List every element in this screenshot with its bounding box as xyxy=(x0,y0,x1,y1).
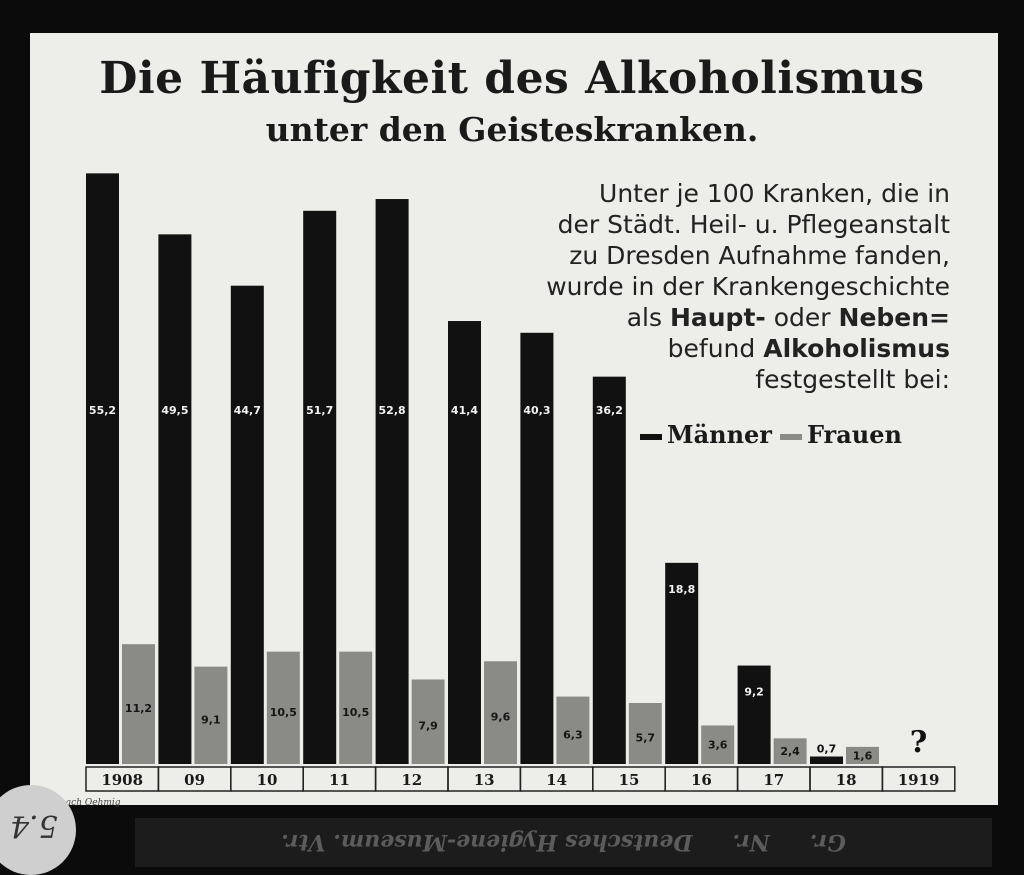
description-line-1: Unter je 100 Kranken, die in xyxy=(599,179,950,208)
bar-men xyxy=(520,332,554,764)
handwritten-note: 5.4 xyxy=(10,808,58,843)
value-label-men: 41,4 xyxy=(451,404,478,417)
description-emphasis: Haupt- xyxy=(669,303,766,332)
value-label-men: 55,2 xyxy=(89,404,116,417)
description-text: oder xyxy=(765,303,839,332)
value-label-men: 44,7 xyxy=(234,404,261,417)
bar-women xyxy=(266,651,300,764)
x-tick-label: 1919 xyxy=(898,771,940,789)
museum-label-strip: Gr. Nr. Deutsches Hygiene-Museum. Vtr. xyxy=(135,818,992,867)
bar-men xyxy=(737,665,771,764)
value-label-women: 10,5 xyxy=(270,706,297,719)
x-tick-label: 11 xyxy=(329,771,350,789)
x-tick-label: 09 xyxy=(184,771,205,789)
description-emphasis: Alkoholismus xyxy=(763,334,950,363)
x-tick-label: 15 xyxy=(619,771,640,789)
bar-women xyxy=(339,651,373,764)
bar-men xyxy=(810,756,843,764)
x-tick-label: 10 xyxy=(257,771,278,789)
value-label-women: 5,7 xyxy=(636,732,656,745)
bar-men xyxy=(303,210,337,764)
x-tick-label: 13 xyxy=(474,771,495,789)
value-label-men: 40,3 xyxy=(523,404,550,417)
source-note: nach Oehmig xyxy=(60,798,121,808)
description-text: befund xyxy=(667,334,764,363)
legend-label-women: Frauen xyxy=(806,420,902,449)
bar-women xyxy=(556,696,590,764)
value-label-men: 0,7 xyxy=(817,743,837,756)
museum-label-name: Deutsches Hygiene-Museum. Vtr. xyxy=(281,829,693,856)
description-text: als xyxy=(626,303,670,332)
x-tick-label: 16 xyxy=(691,771,712,789)
bar-men xyxy=(592,376,626,764)
value-label-men: 9,2 xyxy=(744,686,764,699)
value-label-men: 49,5 xyxy=(161,404,188,417)
x-tick-box xyxy=(881,766,956,792)
bar-men xyxy=(86,173,119,765)
description-line-2: der Städt. Heil- u. Pflegeanstalt xyxy=(557,210,950,239)
value-label-women: 9,1 xyxy=(201,713,221,726)
chart-description: Unter je 100 Kranken, die in der Städt. … xyxy=(430,178,950,395)
x-tick-label: 18 xyxy=(836,771,857,789)
bar-women xyxy=(194,666,228,764)
value-label-men: 52,8 xyxy=(379,404,406,417)
bar-men xyxy=(375,199,409,765)
value-label-women: 11,2 xyxy=(125,702,152,715)
unknown-value-marker: ? xyxy=(910,725,928,760)
bar-women xyxy=(846,746,879,764)
bar-men xyxy=(448,321,481,764)
value-label-men: 51,7 xyxy=(306,404,333,417)
chart-legend: Männer Frauen xyxy=(640,420,902,449)
value-label-women: 7,9 xyxy=(418,720,438,733)
chart-subtitle: unter den Geisteskranken. xyxy=(265,110,759,149)
museum-label-prefix: Gr. xyxy=(809,829,846,856)
value-label-women: 10,5 xyxy=(342,706,369,719)
legend-label-men: Männer xyxy=(667,420,772,449)
value-label-women: 9,6 xyxy=(491,711,511,724)
x-tick-label: 12 xyxy=(401,771,422,789)
bar-women xyxy=(122,644,155,764)
description-line-6: befund Alkoholismus xyxy=(430,333,950,364)
bar-men xyxy=(665,562,699,764)
bar-women xyxy=(628,703,662,764)
description-line-5: als Haupt- oder Neben= xyxy=(430,302,950,333)
value-label-men: 36,2 xyxy=(596,404,623,417)
bar-women xyxy=(411,679,445,764)
value-label-women: 2,4 xyxy=(780,745,800,758)
description-line-4: wurde in der Krankengeschichte xyxy=(546,272,950,301)
value-label-men: 18,8 xyxy=(668,583,695,596)
description-line-7: festgestellt bei: xyxy=(755,365,950,394)
x-tick-label: 17 xyxy=(763,771,784,789)
x-tick-label: 14 xyxy=(546,771,567,789)
chart-title: Die Häufigkeit des Alkoholismus xyxy=(99,53,925,104)
bar-men xyxy=(230,285,264,764)
handwritten-circle xyxy=(0,785,76,875)
value-label-women: 1,6 xyxy=(853,749,873,762)
description-emphasis: Neben= xyxy=(838,303,950,332)
legend-swatch-men xyxy=(640,433,662,440)
bar-men xyxy=(158,234,192,765)
bar-women xyxy=(773,738,807,764)
bar-women xyxy=(484,661,517,764)
museum-label: Gr. Nr. Deutsches Hygiene-Museum. Vtr. xyxy=(135,818,992,867)
bar-women xyxy=(701,725,735,764)
legend-swatch-women xyxy=(779,433,802,440)
museum-label-number: Nr. xyxy=(732,829,770,856)
description-line-3: zu Dresden Aufnahme fanden, xyxy=(569,241,950,270)
value-label-women: 3,6 xyxy=(708,739,728,752)
x-tick-label: 1908 xyxy=(101,771,143,789)
value-label-women: 6,3 xyxy=(563,728,583,741)
